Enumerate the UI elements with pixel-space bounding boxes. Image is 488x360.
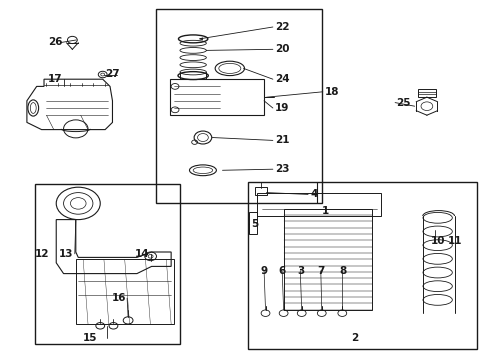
Bar: [155, 9, 321, 203]
Text: 14: 14: [134, 249, 149, 259]
Text: 13: 13: [59, 249, 73, 259]
Text: 11: 11: [447, 236, 462, 246]
Text: 24: 24: [274, 74, 289, 84]
Bar: [249, 212, 256, 234]
Bar: [283, 209, 371, 310]
Text: 18: 18: [325, 87, 339, 97]
Text: 9: 9: [260, 266, 267, 276]
Text: 20: 20: [274, 44, 289, 54]
Text: 21: 21: [274, 135, 289, 145]
Text: 1: 1: [321, 206, 328, 216]
Text: 27: 27: [105, 69, 120, 79]
Text: 16: 16: [111, 293, 126, 303]
Text: 4: 4: [309, 189, 317, 199]
Text: 10: 10: [430, 236, 445, 246]
Text: 26: 26: [48, 37, 62, 48]
Bar: [255, 187, 266, 195]
Bar: [256, 193, 381, 216]
Text: 5: 5: [251, 219, 258, 229]
Text: 15: 15: [83, 333, 98, 343]
Bar: [248, 182, 476, 349]
Text: 7: 7: [317, 266, 324, 276]
Text: 12: 12: [35, 249, 50, 259]
Text: 25: 25: [395, 98, 410, 108]
Text: 22: 22: [274, 22, 289, 32]
Bar: [417, 89, 435, 97]
Bar: [76, 259, 173, 324]
Text: 2: 2: [350, 333, 358, 343]
Text: 3: 3: [296, 266, 304, 276]
Bar: [170, 79, 264, 115]
Text: 17: 17: [48, 74, 62, 84]
Text: 6: 6: [278, 266, 285, 276]
Text: 19: 19: [274, 103, 288, 113]
Bar: [35, 184, 180, 344]
Text: 23: 23: [274, 164, 289, 174]
Text: 8: 8: [338, 266, 346, 276]
